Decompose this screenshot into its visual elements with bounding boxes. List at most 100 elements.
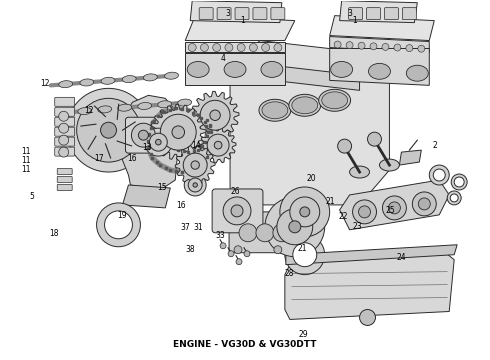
Ellipse shape bbox=[259, 99, 291, 121]
Text: 20: 20 bbox=[306, 174, 316, 183]
Circle shape bbox=[285, 235, 325, 275]
Text: 11: 11 bbox=[21, 156, 30, 165]
Polygon shape bbox=[122, 185, 171, 208]
Circle shape bbox=[237, 44, 245, 51]
Ellipse shape bbox=[224, 62, 246, 77]
Text: ENGINE - VG30D & VG30DTT: ENGINE - VG30D & VG30DTT bbox=[173, 340, 317, 349]
Text: 33: 33 bbox=[216, 231, 225, 240]
Polygon shape bbox=[190, 1, 282, 23]
FancyBboxPatch shape bbox=[55, 127, 74, 136]
Polygon shape bbox=[230, 60, 360, 90]
Circle shape bbox=[383, 196, 406, 220]
FancyBboxPatch shape bbox=[55, 97, 74, 106]
Text: 5: 5 bbox=[29, 192, 34, 201]
Circle shape bbox=[429, 165, 449, 185]
Circle shape bbox=[160, 114, 196, 150]
FancyBboxPatch shape bbox=[217, 8, 231, 20]
Text: 4: 4 bbox=[220, 54, 225, 63]
Polygon shape bbox=[200, 127, 236, 163]
Circle shape bbox=[200, 44, 208, 51]
Text: 16: 16 bbox=[127, 154, 137, 163]
FancyBboxPatch shape bbox=[253, 8, 267, 20]
Circle shape bbox=[188, 44, 196, 51]
Circle shape bbox=[454, 177, 464, 187]
Ellipse shape bbox=[368, 63, 391, 79]
FancyBboxPatch shape bbox=[55, 147, 74, 156]
Polygon shape bbox=[399, 150, 421, 165]
Circle shape bbox=[359, 206, 370, 218]
Circle shape bbox=[172, 126, 185, 139]
Ellipse shape bbox=[165, 72, 178, 79]
Ellipse shape bbox=[261, 62, 283, 77]
Ellipse shape bbox=[322, 92, 347, 109]
Circle shape bbox=[433, 169, 445, 181]
Polygon shape bbox=[330, 15, 434, 41]
Circle shape bbox=[262, 44, 270, 51]
Text: 1: 1 bbox=[352, 16, 357, 25]
Circle shape bbox=[274, 44, 282, 51]
Circle shape bbox=[265, 197, 325, 257]
Text: 11: 11 bbox=[21, 147, 30, 156]
Circle shape bbox=[184, 174, 206, 196]
FancyBboxPatch shape bbox=[55, 117, 74, 126]
Circle shape bbox=[273, 224, 291, 242]
Text: 28: 28 bbox=[284, 269, 294, 278]
Circle shape bbox=[358, 42, 365, 49]
Circle shape bbox=[280, 187, 330, 237]
Ellipse shape bbox=[78, 108, 92, 114]
Text: 26: 26 bbox=[230, 187, 240, 196]
Ellipse shape bbox=[406, 65, 428, 81]
Circle shape bbox=[100, 122, 117, 138]
FancyBboxPatch shape bbox=[271, 8, 285, 20]
Text: 21: 21 bbox=[298, 244, 307, 253]
Text: 17: 17 bbox=[94, 154, 103, 163]
FancyBboxPatch shape bbox=[402, 8, 416, 20]
Ellipse shape bbox=[187, 62, 209, 77]
Circle shape bbox=[418, 45, 425, 52]
Text: 1: 1 bbox=[240, 16, 245, 25]
Circle shape bbox=[382, 44, 389, 50]
Circle shape bbox=[293, 243, 317, 267]
Ellipse shape bbox=[178, 99, 192, 106]
Ellipse shape bbox=[101, 77, 115, 84]
Text: 24: 24 bbox=[396, 253, 406, 262]
FancyBboxPatch shape bbox=[199, 8, 213, 20]
Circle shape bbox=[234, 246, 242, 254]
Circle shape bbox=[223, 197, 251, 225]
Text: 31: 31 bbox=[194, 223, 203, 232]
Ellipse shape bbox=[158, 101, 172, 108]
Circle shape bbox=[188, 178, 202, 192]
Circle shape bbox=[155, 139, 161, 145]
Polygon shape bbox=[285, 252, 454, 319]
Circle shape bbox=[214, 141, 222, 149]
Circle shape bbox=[97, 203, 141, 247]
Circle shape bbox=[300, 207, 310, 217]
Ellipse shape bbox=[292, 97, 318, 114]
Polygon shape bbox=[185, 54, 285, 85]
Circle shape bbox=[450, 194, 458, 202]
Circle shape bbox=[220, 243, 226, 249]
Circle shape bbox=[447, 191, 461, 205]
Polygon shape bbox=[121, 95, 178, 190]
Circle shape bbox=[207, 134, 229, 156]
Circle shape bbox=[210, 110, 220, 121]
Circle shape bbox=[138, 130, 148, 140]
Circle shape bbox=[228, 251, 234, 257]
FancyBboxPatch shape bbox=[212, 189, 263, 233]
Circle shape bbox=[451, 174, 467, 190]
Text: 19: 19 bbox=[117, 211, 127, 220]
Circle shape bbox=[360, 310, 375, 325]
Polygon shape bbox=[330, 49, 429, 85]
Polygon shape bbox=[191, 91, 239, 139]
Circle shape bbox=[244, 251, 250, 257]
Text: 2: 2 bbox=[433, 141, 438, 150]
Circle shape bbox=[389, 202, 400, 214]
Text: 3: 3 bbox=[225, 9, 230, 18]
Text: 11: 11 bbox=[21, 165, 30, 174]
Ellipse shape bbox=[318, 89, 350, 111]
Text: 18: 18 bbox=[49, 229, 58, 238]
Ellipse shape bbox=[118, 104, 132, 111]
Circle shape bbox=[193, 183, 197, 187]
Circle shape bbox=[406, 45, 413, 51]
Text: 14: 14 bbox=[191, 141, 201, 150]
